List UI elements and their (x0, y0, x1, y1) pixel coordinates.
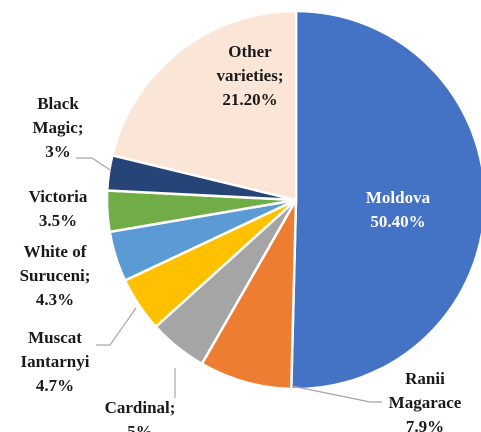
leader-line (291, 385, 382, 403)
value-label: 4.7% (35, 376, 75, 395)
category-label: Muscat Iantarnyi (20, 328, 90, 371)
pie-slice (200, 199, 298, 391)
slice-label: Muscat Iantarnyi 4.7% (10, 326, 100, 398)
leader-line (96, 307, 137, 346)
value-label: 5% (127, 422, 153, 432)
pie-slice (289, 9, 481, 391)
value-label: 3% (45, 142, 71, 161)
leader-lines (76, 157, 382, 403)
category-label: White of Suruceni; (19, 242, 91, 285)
category-label: Other varieties; (216, 42, 284, 85)
value-label: 7.9% (405, 417, 445, 432)
slice-label: Victoria 3.5% (13, 185, 103, 233)
value-label: 50.40% (370, 212, 426, 231)
pie-slice (110, 9, 298, 202)
slice-label: Other varieties; 21.20% (200, 40, 300, 112)
value-label: 3.5% (38, 211, 78, 230)
category-label: Black Magic; (32, 94, 84, 137)
leader-line (76, 157, 111, 171)
category-label: Moldova (365, 188, 431, 207)
slice-label: Black Magic; 3% (22, 92, 94, 164)
slice-label: Ranii Magarace 7.9% (380, 367, 470, 432)
category-label: Ranii Magarace (388, 369, 462, 412)
slice-label: Cardinal; 5% (90, 396, 190, 432)
value-label: 4.3% (35, 290, 75, 309)
category-label: Victoria (28, 187, 88, 206)
slice-label: Moldova 50.40% (343, 186, 453, 234)
slice-label: White of Suruceni; 4.3% (10, 240, 100, 312)
category-label: Cardinal; (104, 398, 176, 417)
value-label: 21.20% (222, 90, 278, 109)
